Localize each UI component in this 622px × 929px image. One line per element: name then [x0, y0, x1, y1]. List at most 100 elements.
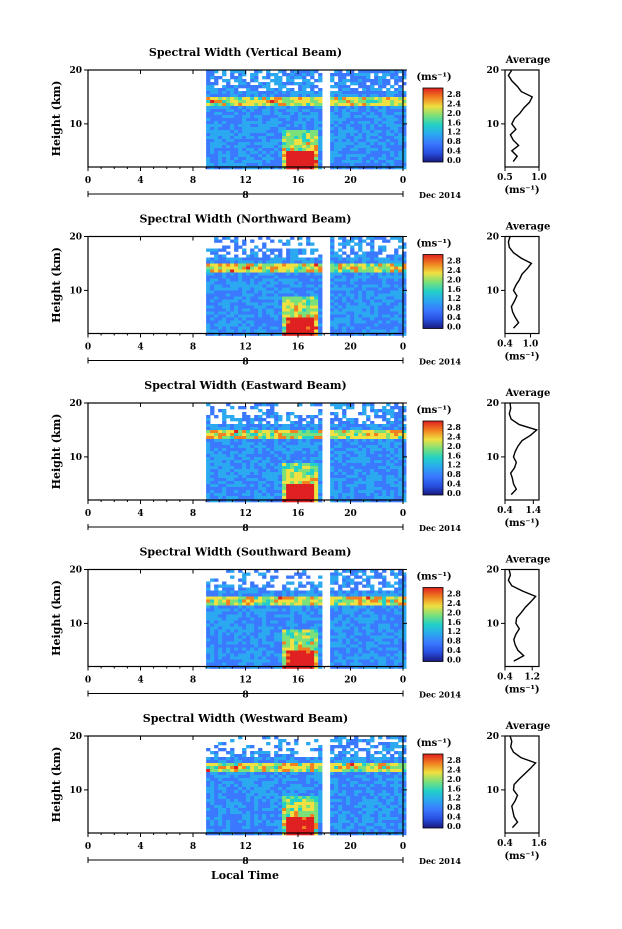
date-label: Dec 2014 — [419, 357, 461, 367]
day-label: 8 — [242, 857, 248, 867]
panel-3: Spectral Width (Eastward Beam) Height (km… — [50, 379, 550, 534]
profile-x-tick: 1.0 — [531, 173, 547, 183]
panel-title: Spectral Width (Westward Beam) — [143, 712, 348, 725]
panel-title: Spectral Width (Eastward Beam) — [144, 379, 346, 392]
x-tick-label: 20 — [344, 842, 357, 852]
profile-x-tick: 0.4 — [497, 839, 513, 849]
x-tick-label: 12 — [239, 343, 252, 353]
colorbar-tick: 0.8 — [447, 802, 461, 812]
date-label: Dec 2014 — [419, 690, 461, 700]
x-tick-label: 4 — [137, 842, 143, 852]
profile-x-tick: 1.0 — [523, 340, 539, 350]
panel-title: Spectral Width (Northward Beam) — [140, 213, 352, 226]
y-axis-label: Height (km) — [50, 580, 63, 656]
heatmap — [206, 236, 407, 336]
profile-y-tick: 20 — [486, 66, 499, 76]
colorbar-unit: (ms⁻¹) — [416, 738, 451, 749]
x-tick-label: 16 — [292, 676, 305, 686]
x-tick-label: 0 — [85, 509, 91, 519]
day-label: 8 — [242, 524, 248, 534]
colorbar-tick: 1.2 — [447, 460, 461, 470]
x-tick-label: 0 — [400, 343, 406, 353]
colorbar-tick: 0.8 — [447, 303, 461, 313]
profile-line — [508, 402, 539, 496]
colorbar-unit: (ms⁻¹) — [416, 405, 451, 416]
colorbar-tick: 0.0 — [447, 488, 461, 498]
profile-y-tick: 20 — [486, 566, 499, 576]
colorbar-tick: 0.8 — [447, 636, 461, 646]
x-tick-label: 12 — [239, 842, 252, 852]
x-tick-label: 20 — [344, 176, 357, 186]
profile-x-tick: 0.4 — [497, 506, 513, 516]
colorbar — [422, 87, 444, 163]
x-tick-label: 4 — [137, 176, 143, 186]
profile-y-tick: 10 — [486, 619, 499, 629]
colorbar-tick: 0.4 — [447, 645, 461, 655]
profile-y-tick: 10 — [486, 120, 499, 130]
colorbar — [422, 753, 444, 829]
colorbar-tick: 1.6 — [447, 117, 461, 127]
profile-title: Average — [505, 555, 551, 566]
profile-x-tick: 0.4 — [497, 340, 513, 350]
x-tick-label: 0 — [400, 842, 406, 852]
profile-x-tick: 1.4 — [525, 506, 541, 516]
x-tick-label: 0 — [400, 509, 406, 519]
heatmap — [206, 736, 407, 836]
colorbar-tick: 2.4 — [447, 598, 461, 608]
panel-1: Spectral Width (Vertical Beam) Height (km… — [50, 46, 550, 201]
colorbar-tick: 2.0 — [447, 274, 461, 284]
colorbar-tick: 1.2 — [447, 127, 461, 137]
profile-y-tick: 10 — [486, 286, 499, 296]
colorbar-tick: 2.8 — [447, 256, 461, 266]
profile-frame — [504, 69, 540, 168]
x-tick-label: 4 — [137, 676, 143, 686]
x-tick-label: 12 — [239, 176, 252, 186]
profile-y-tick: 20 — [486, 732, 499, 742]
colorbar-tick: 0.4 — [447, 812, 461, 822]
colorbar-tick: 1.2 — [447, 626, 461, 636]
x-tick-label: 4 — [137, 509, 143, 519]
colorbar-tick: 2.4 — [447, 265, 461, 275]
profile-frame — [504, 402, 540, 501]
y-tick-label: 10 — [69, 453, 82, 463]
x-tick-label: 8 — [190, 176, 196, 186]
x-tick-label: 8 — [190, 676, 196, 686]
profile-x-unit: (ms⁻¹) — [504, 685, 539, 696]
colorbar-tick: 1.6 — [447, 284, 461, 294]
y-tick-label: 20 — [69, 233, 82, 243]
colorbar-tick: 2.0 — [447, 607, 461, 617]
profile-frame — [504, 568, 540, 668]
day-label: 8 — [242, 691, 248, 701]
y-axis-label: Height (km) — [50, 414, 63, 490]
x-tick-label: 16 — [292, 176, 305, 186]
date-label: Dec 2014 — [419, 523, 461, 533]
y-axis-label: Height (km) — [50, 81, 63, 157]
profile-line — [507, 236, 533, 329]
panel-5: Spectral Width (Westward Beam) Height (km… — [50, 712, 550, 867]
panel-2: Spectral Width (Northward Beam) Height (k… — [50, 213, 550, 368]
profile-x-unit: (ms⁻¹) — [504, 851, 539, 862]
x-tick-label: 4 — [137, 343, 143, 353]
panel-title: Spectral Width (Vertical Beam) — [149, 46, 342, 59]
heatmap — [206, 70, 407, 170]
y-tick-label: 20 — [69, 66, 82, 76]
colorbar-tick: 0.0 — [447, 322, 461, 332]
colorbar-tick: 1.6 — [447, 783, 461, 793]
profile-x-unit: (ms⁻¹) — [504, 185, 539, 196]
profile-y-tick: 10 — [486, 453, 499, 463]
colorbar-tick: 1.6 — [447, 450, 461, 460]
heatmap — [206, 569, 407, 669]
y-tick-label: 10 — [69, 120, 82, 130]
x-tick-label: 8 — [190, 509, 196, 519]
y-tick-label: 10 — [69, 786, 82, 796]
colorbar — [422, 254, 444, 329]
colorbar-tick: 1.2 — [447, 293, 461, 303]
colorbar-tick: 0.4 — [447, 312, 461, 322]
profile-title: Average — [505, 721, 551, 732]
colorbar — [422, 587, 444, 662]
profile-x-unit: (ms⁻¹) — [504, 518, 539, 529]
date-label: Dec 2014 — [419, 190, 461, 200]
profile-y-tick: 20 — [486, 399, 499, 409]
colorbar-tick: 1.2 — [447, 793, 461, 803]
